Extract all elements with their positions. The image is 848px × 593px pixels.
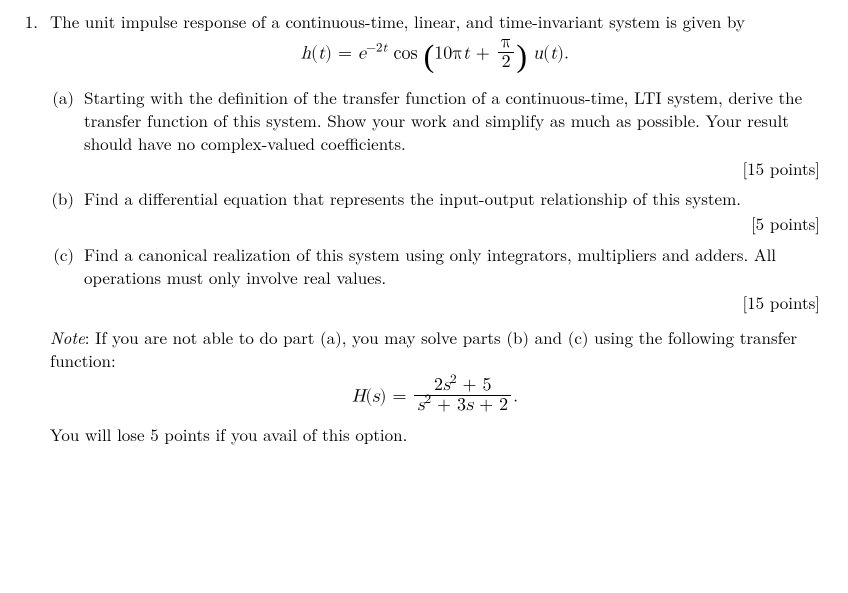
subpart-body: Find a differential equation that repres… <box>84 187 820 237</box>
points-badge: [15 points] <box>84 157 820 180</box>
subpart-label: (b) <box>50 187 74 237</box>
problem-body: The unit impulse response of a continuou… <box>50 10 820 446</box>
page: 1. The unit impulse response of a contin… <box>0 0 848 456</box>
points-badge: [15 points] <box>84 291 820 314</box>
note-text-before: : If you are not able to do part (a), yo… <box>50 325 797 372</box>
subpart-text: Starting with the definition of the tran… <box>84 86 820 155</box>
points-badge: [5 points] <box>84 212 820 235</box>
equation-impulse-response: h(t) = e−2t cos (10πt + π2) u(t). <box>50 35 820 74</box>
equation-alt-transfer: H(s) = 2s2 + 5s2 + 3s + 2. <box>50 378 820 417</box>
subpart-b: (b) Find a differential equation that re… <box>50 187 820 237</box>
subpart-body: Find a canonical realization of this sys… <box>84 243 820 316</box>
problem-number: 1. <box>18 10 38 446</box>
subpart-label: (c) <box>50 243 74 316</box>
subparts-list: (a) Starting with the definition of the … <box>50 86 820 316</box>
subpart-body: Starting with the definition of the tran… <box>84 86 820 182</box>
note-text-after: You will lose 5 points if you avail of t… <box>50 423 820 446</box>
subpart-a: (a) Starting with the definition of the … <box>50 86 820 182</box>
subpart-c: (c) Find a canonical realization of this… <box>50 243 820 316</box>
note-block: Note: If you are not able to do part (a)… <box>50 326 820 446</box>
subpart-text: Find a canonical realization of this sys… <box>84 243 820 289</box>
subpart-text: Find a differential equation that repres… <box>84 187 820 210</box>
note-label: Note <box>50 325 85 349</box>
problem-1: 1. The unit impulse response of a contin… <box>18 10 820 446</box>
subpart-label: (a) <box>50 86 74 182</box>
problem-intro: The unit impulse response of a continuou… <box>50 10 820 33</box>
